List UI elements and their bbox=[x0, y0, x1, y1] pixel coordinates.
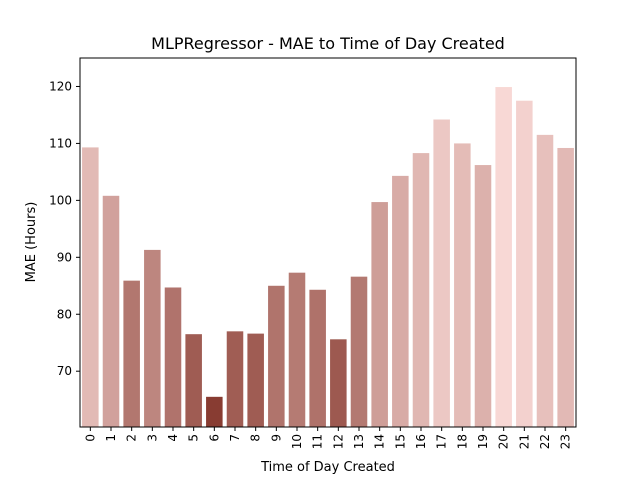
x-tick-label: 5 bbox=[187, 434, 201, 442]
bar-hour-3 bbox=[144, 249, 161, 427]
x-tick-label: 3 bbox=[145, 434, 159, 442]
x-tick-label: 22 bbox=[538, 434, 552, 449]
bar-hour-17 bbox=[433, 119, 450, 427]
x-tick-label: 19 bbox=[476, 434, 490, 449]
x-tick-label: 1 bbox=[104, 434, 118, 442]
x-tick-label: 20 bbox=[497, 434, 511, 449]
bar-hour-14 bbox=[371, 202, 388, 427]
x-tick-label: 2 bbox=[125, 434, 139, 442]
bar-hour-19 bbox=[474, 165, 492, 428]
plot-frame bbox=[79, 57, 577, 428]
x-tick-label: 17 bbox=[435, 434, 449, 449]
x-tick-label: 12 bbox=[331, 434, 345, 449]
bar-hour-2 bbox=[123, 280, 140, 427]
bar-hour-20 bbox=[495, 87, 512, 428]
y-tick-label: 70 bbox=[57, 364, 72, 378]
x-tick-label: 11 bbox=[311, 434, 325, 449]
x-tick-label: 13 bbox=[352, 434, 366, 449]
bar-hour-23 bbox=[557, 147, 574, 427]
bar-hour-13 bbox=[350, 276, 368, 427]
y-tick-label: 120 bbox=[49, 79, 72, 93]
y-tick-label: 100 bbox=[49, 193, 72, 207]
y-tick-label: 110 bbox=[49, 136, 72, 150]
bar-hour-16 bbox=[412, 153, 430, 427]
bar-hour-5 bbox=[185, 334, 202, 427]
bar-hour-6 bbox=[206, 396, 223, 427]
x-axis-ticks: 0 1 2 3 4 5 6 7 8 9 10 11 12 13 14 15 16 17 18 19 20 21 22 23 bbox=[83, 427, 573, 449]
chart-title: MLPRegressor - MAE to Time of Day Create… bbox=[151, 34, 505, 53]
bar-hour-0 bbox=[82, 147, 99, 427]
x-tick-label: 10 bbox=[290, 434, 304, 449]
bar-hour-4 bbox=[164, 287, 182, 427]
x-tick-label: 0 bbox=[83, 434, 97, 442]
bar-hour-18 bbox=[454, 143, 471, 427]
bar-hour-11 bbox=[309, 289, 326, 427]
x-tick-label: 4 bbox=[166, 434, 180, 442]
x-tick-label: 16 bbox=[414, 434, 428, 449]
bar-hour-9 bbox=[268, 285, 285, 427]
bars-group bbox=[82, 87, 574, 428]
y-axis-label: MAE (Hours) bbox=[24, 202, 39, 283]
bar-hour-15 bbox=[392, 175, 409, 427]
y-tick-label: 80 bbox=[57, 307, 72, 321]
x-tick-label: 21 bbox=[517, 434, 531, 449]
x-tick-label: 9 bbox=[269, 434, 283, 442]
x-tick-label: 7 bbox=[228, 434, 242, 442]
bar-hour-22 bbox=[536, 134, 554, 427]
bar-hour-10 bbox=[288, 272, 306, 427]
x-tick-label: 23 bbox=[559, 434, 573, 449]
x-tick-label: 8 bbox=[249, 434, 263, 442]
y-tick-label: 90 bbox=[57, 250, 72, 264]
y-axis-ticks: 70 80 90 100 110 120 bbox=[49, 79, 80, 378]
bar-hour-7 bbox=[226, 331, 244, 427]
x-axis-label: Time of Day Created bbox=[260, 460, 395, 475]
bar-hour-8 bbox=[247, 333, 264, 427]
x-tick-label: 15 bbox=[393, 434, 407, 449]
x-tick-label: 6 bbox=[207, 434, 221, 442]
bar-hour-12 bbox=[330, 339, 347, 427]
bar-hour-1 bbox=[102, 195, 120, 427]
x-tick-label: 18 bbox=[455, 434, 469, 449]
bar-hour-21 bbox=[516, 100, 533, 427]
x-tick-label: 14 bbox=[373, 434, 387, 449]
